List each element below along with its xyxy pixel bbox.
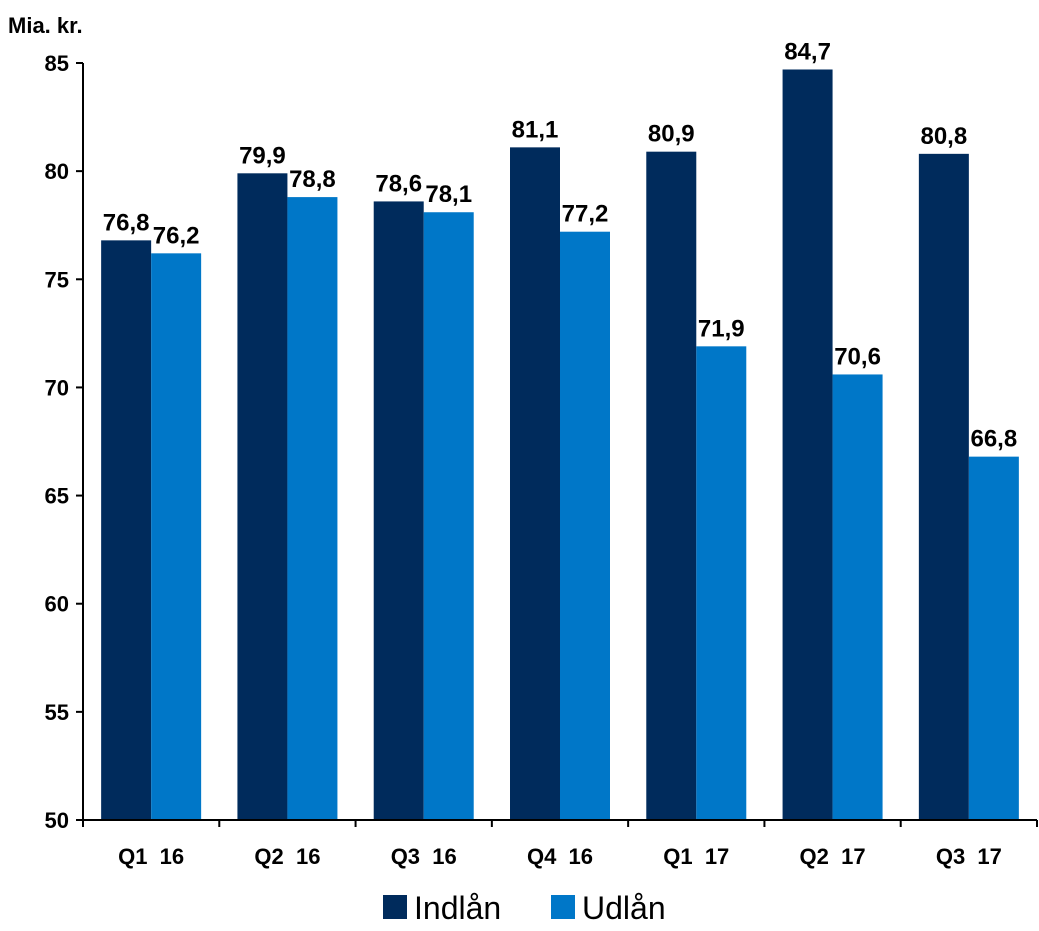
bar-udlan-2: [423, 212, 474, 821]
data-label-udlan-5: 70,6: [834, 343, 881, 370]
data-label-indlan-6: 80,8: [920, 123, 967, 150]
data-label-indlan-4: 80,9: [648, 121, 695, 148]
y-axis-unit-label: Mia. kr.: [8, 13, 83, 38]
data-label-udlan-4: 71,9: [698, 315, 745, 342]
legend-swatch-indlan: [383, 895, 407, 919]
x-tick-label-4: Q1 17: [663, 844, 729, 869]
bars-group: [101, 69, 1019, 821]
y-tick-label-0: 50: [45, 808, 69, 833]
data-label-indlan-2: 78,6: [375, 170, 422, 197]
y-tick-label-5: 75: [45, 267, 69, 292]
x-tick-label-5: Q2 17: [800, 844, 866, 869]
bar-indlan-5: [782, 69, 833, 820]
data-label-udlan-3: 77,2: [562, 201, 609, 228]
bar-indlan-1: [237, 173, 288, 820]
legend: Indlån Udlån: [383, 890, 666, 926]
y-tick-label-7: 85: [45, 51, 69, 76]
bar-indlan-3: [510, 147, 560, 820]
bar-indlan-2: [373, 201, 424, 820]
y-tick-label-1: 55: [45, 700, 69, 725]
x-tick-labels-group: Q1 16 Q2 16 Q3 16 Q4 16 Q1 17 Q2 17 Q3 17: [118, 844, 1002, 869]
bar-udlan-0: [151, 253, 202, 820]
data-label-indlan-1: 79,9: [239, 142, 286, 169]
data-labels-group: 76,8 79,9 78,6 81,1 80,9 84,7 80,8 76,2 78,8 78,1…: [103, 38, 1017, 452]
x-tick-label-2: Q3 16: [391, 844, 457, 869]
data-label-udlan-0: 76,2: [153, 222, 200, 249]
legend-label-udlan: Udlån: [582, 890, 666, 926]
y-tick-label-2: 60: [45, 592, 69, 617]
y-tick-label-6: 80: [45, 159, 69, 184]
data-label-indlan-5: 84,7: [784, 38, 831, 65]
bar-udlan-5: [832, 374, 883, 820]
bar-udlan-1: [287, 197, 338, 820]
data-label-udlan-1: 78,8: [289, 166, 336, 193]
legend-swatch-udlan: [551, 895, 575, 919]
legend-label-indlan: Indlån: [414, 890, 501, 926]
data-label-indlan-3: 81,1: [512, 116, 559, 143]
data-label-udlan-6: 66,8: [970, 426, 1017, 453]
data-label-udlan-2: 78,1: [425, 181, 472, 208]
bar-udlan-6: [968, 456, 1019, 820]
axes-group: [76, 62, 1038, 827]
y-tick-label-3: 65: [45, 484, 69, 509]
y-tick-label-4: 70: [45, 375, 69, 400]
x-tick-label-3: Q4 16: [527, 844, 593, 869]
bar-udlan-3: [560, 231, 610, 820]
x-tick-label-6: Q3 17: [936, 844, 1002, 869]
y-tick-labels-group: 50 55 60 65 70 75 80 85: [45, 51, 69, 833]
x-tick-label-0: Q1 16: [118, 844, 184, 869]
x-tick-label-1: Q2 16: [254, 844, 320, 869]
bar-udlan-4: [696, 346, 747, 820]
bar-indlan-4: [646, 151, 697, 821]
bar-indlan-0: [101, 240, 152, 821]
bar-indlan-6: [918, 153, 969, 821]
data-label-indlan-0: 76,8: [103, 209, 150, 236]
